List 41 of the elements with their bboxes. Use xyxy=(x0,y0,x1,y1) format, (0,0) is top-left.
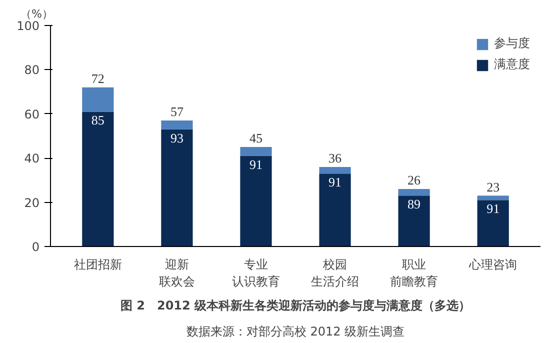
source-note: 数据来源：对部分高校 2012 级新生调查 xyxy=(186,324,405,338)
total-label: 36 xyxy=(328,150,342,166)
bar xyxy=(240,156,272,246)
text: 图 2 2012 级本科新生各类迎新活动的参与度与满意度（多选） xyxy=(120,298,471,312)
bar xyxy=(82,112,114,246)
annotation: 93 xyxy=(170,130,184,146)
x-tick-label: 心理咨询 xyxy=(468,258,518,272)
legend-label: 满意度 xyxy=(494,56,530,73)
annotation: 91 xyxy=(249,156,262,172)
annotation: 89 xyxy=(408,196,421,212)
y-tick-label: 0 xyxy=(32,240,40,254)
x-tick-label: 职业前瞻教育 xyxy=(390,258,438,288)
bar xyxy=(82,87,114,112)
bar xyxy=(398,189,430,196)
y-tick-label: 20 xyxy=(24,196,40,210)
bar xyxy=(319,166,351,174)
x-tick-label: 校园生活介绍 xyxy=(311,258,360,288)
annotation: 91 xyxy=(486,201,500,216)
x-tick-label: 社团招新 xyxy=(74,258,122,272)
total-label: 26 xyxy=(408,172,422,188)
y-tick-label: 40 xyxy=(24,152,40,166)
bar xyxy=(319,174,351,246)
total-label: 23 xyxy=(486,179,500,194)
y-tick-label: 80 xyxy=(24,63,40,78)
total-label: 57 xyxy=(170,104,184,120)
annotation: 85 xyxy=(91,112,104,128)
bar xyxy=(398,196,430,246)
bar xyxy=(161,129,193,246)
total-label: 45 xyxy=(249,130,262,146)
bar xyxy=(240,147,272,156)
y-tick-label: 100 xyxy=(16,19,40,33)
bar xyxy=(477,200,509,246)
total-label: 72 xyxy=(91,70,104,86)
legend-label: 参与度 xyxy=(494,35,530,52)
bar xyxy=(477,196,509,200)
x-tick-label: 专业认识教育 xyxy=(232,258,280,288)
bar xyxy=(161,120,193,130)
y-axis-title: （%） xyxy=(20,8,53,20)
annotation: 91 xyxy=(328,174,342,190)
y-tick-label: 60 xyxy=(24,107,40,122)
x-tick-label: 迎新联欢会 xyxy=(158,258,195,288)
